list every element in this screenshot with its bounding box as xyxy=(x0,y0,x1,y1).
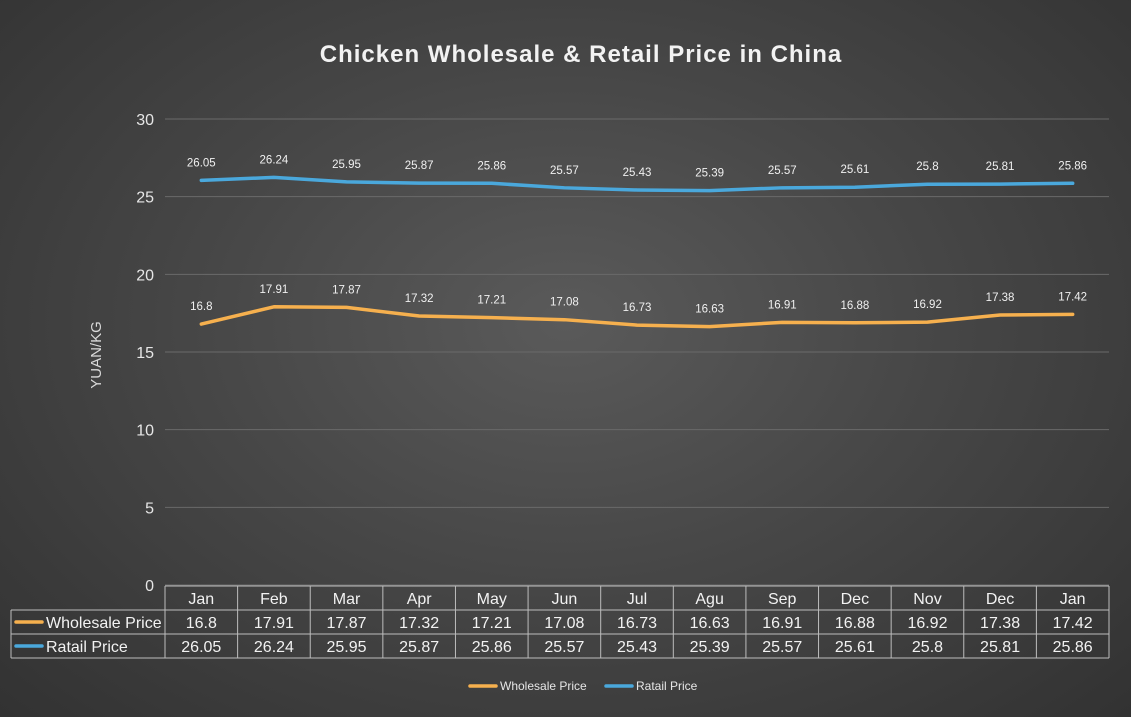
y-tick-label: 5 xyxy=(145,500,154,517)
data-label: 25.8 xyxy=(916,161,938,173)
data-label: 25.87 xyxy=(405,160,434,172)
table-cell: 17.91 xyxy=(254,615,294,632)
table-cell: 25.95 xyxy=(327,639,367,656)
y-tick-label: 0 xyxy=(145,578,154,595)
x-category-label: Mar xyxy=(333,591,361,608)
data-label: 17.32 xyxy=(405,293,434,305)
data-label: 16.63 xyxy=(695,304,724,316)
table-cell: 17.08 xyxy=(544,615,584,632)
chart-title: Chicken Wholesale & Retail Price in Chin… xyxy=(320,41,842,68)
table-cell: 25.81 xyxy=(980,639,1020,656)
y-tick-label: 30 xyxy=(136,112,154,129)
data-label: 25.43 xyxy=(623,167,652,179)
x-category-label: Jul xyxy=(627,591,647,608)
table-cell: 16.92 xyxy=(907,615,947,632)
data-label: 17.08 xyxy=(550,297,579,309)
data-label: 25.95 xyxy=(332,159,361,171)
data-label: 17.91 xyxy=(260,284,289,296)
table-cell: 25.39 xyxy=(690,639,730,656)
y-tick-label: 10 xyxy=(136,423,154,440)
y-axis-label: YUAN/KG xyxy=(88,321,105,389)
y-tick-label: 15 xyxy=(136,345,154,362)
table-cell: 25.43 xyxy=(617,639,657,656)
x-category-label: Sep xyxy=(768,591,797,608)
table-cell: 16.73 xyxy=(617,615,657,632)
x-category-label: Nov xyxy=(913,591,941,608)
y-tick-label: 20 xyxy=(136,267,154,284)
data-label: 17.42 xyxy=(1058,291,1087,303)
series-line-retail xyxy=(199,175,1075,193)
data-label: 26.05 xyxy=(187,157,216,169)
gridlines xyxy=(165,118,1109,586)
y-axis-ticks: 0 5 10 15 20 25 30 xyxy=(136,112,154,595)
data-table: Jan Feb Mar Apr May Jun Jul Agu Sep Dec Nov Dec Jan W… xyxy=(10,585,1110,659)
x-category-label: Jan xyxy=(188,591,214,608)
data-label: 17.21 xyxy=(477,295,506,307)
data-label: 25.57 xyxy=(550,165,579,177)
legend: Wholesale Price Ratail Price xyxy=(468,679,698,693)
legend-label: Ratail Price xyxy=(636,679,698,693)
data-label: 16.8 xyxy=(190,301,212,313)
table-cell: 16.8 xyxy=(186,615,217,632)
data-label: 25.39 xyxy=(695,168,724,180)
data-label: 16.92 xyxy=(913,299,942,311)
data-label: 26.24 xyxy=(260,154,289,166)
table-cell: 25.57 xyxy=(544,639,584,656)
table-cell: 16.91 xyxy=(762,615,802,632)
table-cell: 17.38 xyxy=(980,615,1020,632)
table-series-name: Ratail Price xyxy=(46,639,128,656)
data-labels: 16.8 17.91 17.87 17.32 17.21 17.08 16.73 16.63 1… xyxy=(187,154,1087,315)
table-cell: 17.87 xyxy=(327,615,367,632)
table-cell: 16.88 xyxy=(835,615,875,632)
table-cell: 25.87 xyxy=(399,639,439,656)
x-category-label: Jun xyxy=(551,591,577,608)
table-cell: 25.8 xyxy=(912,639,943,656)
x-category-label: Feb xyxy=(260,591,288,608)
x-category-label: Apr xyxy=(407,591,433,608)
data-label: 16.88 xyxy=(840,300,869,312)
data-label: 16.73 xyxy=(623,302,652,314)
x-category-label: Agu xyxy=(695,591,723,608)
table-cell: 25.86 xyxy=(472,639,512,656)
data-label: 17.38 xyxy=(986,292,1015,304)
data-label: 25.61 xyxy=(840,164,869,176)
data-label: 17.87 xyxy=(332,284,361,296)
table-cell: 17.42 xyxy=(1053,615,1093,632)
x-category-label: Dec xyxy=(986,591,1014,608)
legend-label: Wholesale Price xyxy=(500,679,587,693)
x-category-label: Dec xyxy=(841,591,869,608)
data-label: 25.57 xyxy=(768,165,797,177)
table-cell: 26.05 xyxy=(181,639,221,656)
table-series-name: Wholesale Price xyxy=(46,615,162,632)
table-cell: 17.32 xyxy=(399,615,439,632)
x-category-label: Jan xyxy=(1060,591,1086,608)
table-cell: 17.21 xyxy=(472,615,512,632)
table-cell: 26.24 xyxy=(254,639,294,656)
table-cell: 25.86 xyxy=(1053,639,1093,656)
data-label: 25.81 xyxy=(986,161,1015,173)
y-tick-label: 25 xyxy=(136,190,154,207)
data-label: 25.86 xyxy=(477,160,506,172)
table-cell: 25.61 xyxy=(835,639,875,656)
data-label: 16.91 xyxy=(768,299,797,311)
table-cell: 25.57 xyxy=(762,639,802,656)
x-category-label: May xyxy=(477,591,507,608)
table-cell: 16.63 xyxy=(690,615,730,632)
data-label: 25.86 xyxy=(1058,160,1087,172)
series-line-wholesale xyxy=(199,305,1075,329)
series-lines xyxy=(199,175,1075,329)
